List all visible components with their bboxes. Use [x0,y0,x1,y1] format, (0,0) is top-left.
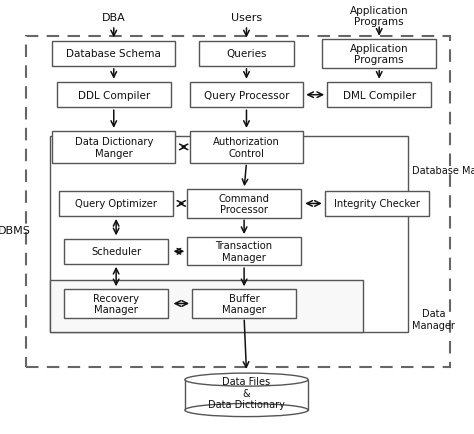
FancyBboxPatch shape [187,238,301,266]
Text: DML Compiler: DML Compiler [343,91,416,100]
FancyBboxPatch shape [327,83,431,108]
Text: Database Schema: Database Schema [66,49,161,59]
Text: Query Processor: Query Processor [204,91,289,100]
FancyBboxPatch shape [322,40,436,68]
Text: Authorization
Control: Authorization Control [213,137,280,158]
FancyBboxPatch shape [190,83,303,108]
Text: Integrity Checker: Integrity Checker [334,199,420,209]
Text: Queries: Queries [226,49,267,59]
Text: Users: Users [231,13,262,23]
FancyBboxPatch shape [52,132,175,163]
FancyBboxPatch shape [190,132,303,163]
Text: Scheduler: Scheduler [91,247,141,256]
Ellipse shape [185,404,308,417]
Text: Buffer
Manager: Buffer Manager [222,293,266,315]
Text: DBA: DBA [102,13,126,23]
FancyBboxPatch shape [185,380,308,410]
Text: Data Dictionary
Manger: Data Dictionary Manger [74,137,153,158]
FancyBboxPatch shape [57,83,171,108]
Text: Database Manager: Database Manager [412,165,474,175]
Text: Application
Programs: Application Programs [350,43,409,65]
FancyBboxPatch shape [192,290,296,318]
Text: Command
Processor: Command Processor [219,193,270,215]
Ellipse shape [185,373,308,386]
FancyBboxPatch shape [325,191,429,217]
FancyBboxPatch shape [52,42,175,67]
FancyBboxPatch shape [64,239,168,264]
Text: Application
Programs: Application Programs [350,6,409,27]
FancyBboxPatch shape [187,190,301,218]
Text: Query Optimizer: Query Optimizer [75,199,157,209]
Text: Transaction
Manager: Transaction Manager [216,241,273,263]
Text: Data Files
&
Data Dictionary: Data Files & Data Dictionary [208,376,285,409]
Text: Recovery
Manager: Recovery Manager [93,293,139,315]
FancyBboxPatch shape [64,290,168,318]
FancyBboxPatch shape [50,280,363,332]
Text: Data
Manager: Data Manager [412,308,455,330]
Text: DDL Compiler: DDL Compiler [78,91,150,100]
FancyBboxPatch shape [199,42,294,67]
Text: DBMS: DBMS [0,225,31,235]
FancyBboxPatch shape [50,137,408,332]
FancyBboxPatch shape [59,191,173,217]
